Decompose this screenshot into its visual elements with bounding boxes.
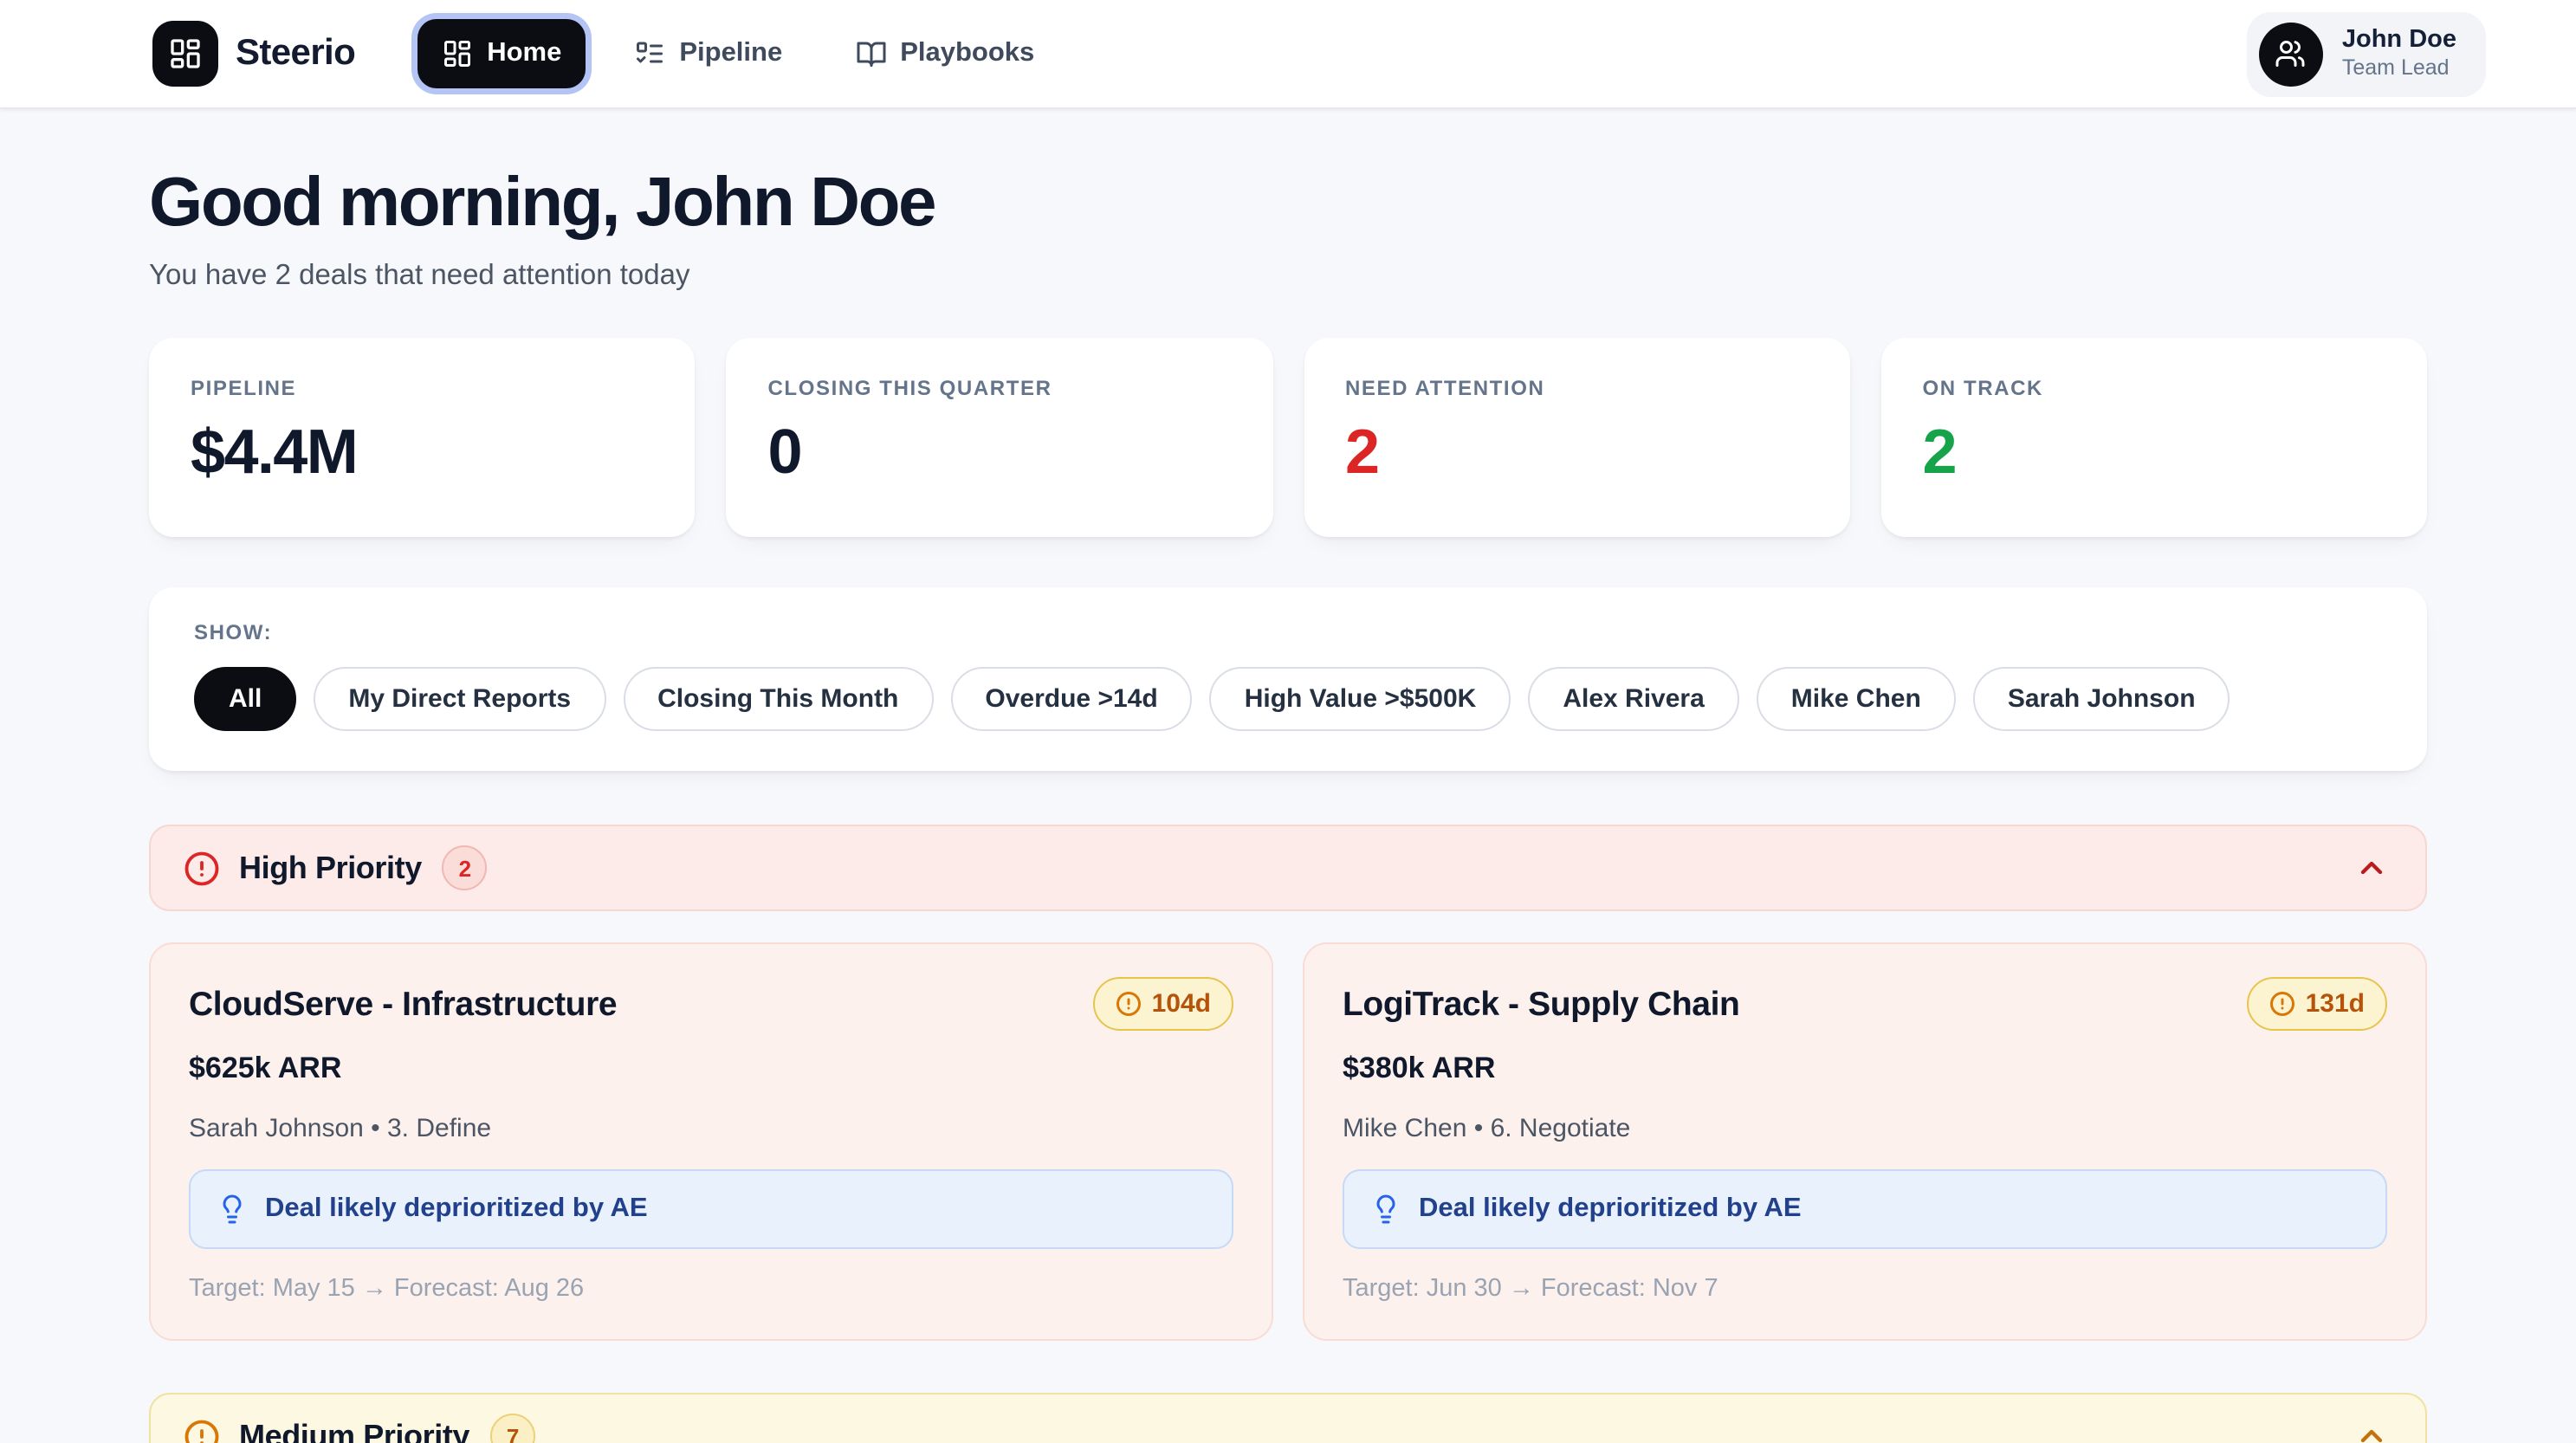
chevron-up-icon xyxy=(2354,1419,2389,1443)
nav-tab-playbooks[interactable]: Playbooks xyxy=(831,19,1058,88)
filter-bar: SHOW: All My Direct Reports Closing This… xyxy=(149,587,2427,771)
book-open-icon xyxy=(855,38,886,69)
insight-text: Deal likely deprioritized by AE xyxy=(265,1194,648,1225)
deal-owner-stage: Mike Chen • 6. Negotiate xyxy=(1343,1114,2387,1143)
deal-owner-stage: Sarah Johnson • 3. Define xyxy=(189,1114,1233,1143)
brand[interactable]: Steerio xyxy=(152,21,355,87)
stat-cards: PIPELINE $4.4M CLOSING THIS QUARTER 0 NE… xyxy=(149,338,2427,537)
deal-age-badge: 104d xyxy=(1093,977,1233,1031)
stat-value: 0 xyxy=(768,416,1232,489)
nav-tab-label: Pipeline xyxy=(679,38,782,69)
filter-pill-closing-this-month[interactable]: Closing This Month xyxy=(623,667,933,731)
alert-circle-icon xyxy=(1116,991,1142,1017)
avatar xyxy=(2259,22,2323,86)
deal-dates: Target: May 15 → Forecast: Aug 26 xyxy=(189,1275,1233,1303)
filter-pill-overdue[interactable]: Overdue >14d xyxy=(950,667,1192,731)
user-meta: John Doe Team Lead xyxy=(2342,24,2456,83)
user-role: Team Lead xyxy=(2342,56,2456,83)
deal-header: LogiTrack - Supply Chain 131d xyxy=(1343,977,2387,1031)
deal-age: 104d xyxy=(1152,989,1211,1019)
stat-value: 2 xyxy=(1345,416,1809,489)
deal-age: 131d xyxy=(2306,989,2365,1019)
dashboard-icon xyxy=(442,38,473,69)
deal-title: CloudServe - Infrastructure xyxy=(189,977,617,1026)
section-title: High Priority xyxy=(239,850,422,886)
nav-left: Steerio Home Pipeline Playbooks xyxy=(152,19,1058,88)
section-title: Medium Priority xyxy=(239,1418,469,1443)
alert-circle-icon xyxy=(2269,991,2295,1017)
dashboard-icon xyxy=(168,36,203,71)
alert-circle-icon xyxy=(184,1418,220,1443)
high-priority-deals: CloudServe - Infrastructure 104d $625k A… xyxy=(149,942,2427,1341)
lightbulb-icon xyxy=(217,1194,248,1225)
filter-pill-alex-rivera[interactable]: Alex Rivera xyxy=(1528,667,1738,731)
stat-card-closing-quarter: CLOSING THIS QUARTER 0 xyxy=(727,338,1273,537)
nav-tab-pipeline[interactable]: Pipeline xyxy=(610,19,806,88)
users-icon xyxy=(2275,38,2307,69)
deal-card-logitrack[interactable]: LogiTrack - Supply Chain 131d $380k ARR … xyxy=(1303,942,2427,1341)
filter-pills: All My Direct Reports Closing This Month… xyxy=(194,667,2382,731)
main-content: Good morning, John Doe You have 2 deals … xyxy=(0,165,2576,1443)
nav-tab-label: Home xyxy=(487,38,561,69)
app-logo xyxy=(152,21,218,87)
list-todo-icon xyxy=(634,38,665,69)
stat-label: NEED ATTENTION xyxy=(1345,376,1809,400)
chevron-up-icon xyxy=(2354,851,2389,885)
stat-label: PIPELINE xyxy=(191,376,654,400)
section-count-badge: 7 xyxy=(490,1414,535,1443)
page-subtitle: You have 2 deals that need attention tod… xyxy=(149,260,2427,293)
stat-label: CLOSING THIS QUARTER xyxy=(768,376,1232,400)
stat-card-on-track: ON TRACK 2 xyxy=(1881,338,2428,537)
brand-name: Steerio xyxy=(236,33,355,74)
nav-tab-label: Playbooks xyxy=(900,38,1034,69)
filter-pill-sarah-johnson[interactable]: Sarah Johnson xyxy=(1973,667,2230,731)
filter-pill-mike-chen[interactable]: Mike Chen xyxy=(1757,667,1956,731)
stat-card-need-attention: NEED ATTENTION 2 xyxy=(1304,338,1850,537)
app-window: Steerio Home Pipeline Playbooks xyxy=(0,0,2576,1443)
medium-priority-banner[interactable]: Medium Priority 7 xyxy=(149,1393,2427,1443)
deal-card-cloudserve[interactable]: CloudServe - Infrastructure 104d $625k A… xyxy=(149,942,1273,1341)
deal-arr: $625k ARR xyxy=(189,1052,1233,1086)
lightbulb-icon xyxy=(1370,1194,1401,1225)
filter-pill-my-direct-reports[interactable]: My Direct Reports xyxy=(314,667,605,731)
stat-value: $4.4M xyxy=(191,416,654,489)
primary-nav: Home Pipeline Playbooks xyxy=(417,19,1058,88)
stat-label: ON TRACK xyxy=(1923,376,2386,400)
filter-pill-all[interactable]: All xyxy=(194,667,296,731)
deal-age-badge: 131d xyxy=(2247,977,2387,1031)
deal-title: LogiTrack - Supply Chain xyxy=(1343,977,1739,1026)
section-count-badge: 2 xyxy=(443,845,488,890)
stat-value: 2 xyxy=(1923,416,2386,489)
deal-insight[interactable]: Deal likely deprioritized by AE xyxy=(1343,1169,2387,1249)
collapse-button[interactable] xyxy=(2351,1415,2392,1443)
collapse-button[interactable] xyxy=(2351,847,2392,889)
top-nav: Steerio Home Pipeline Playbooks xyxy=(0,0,2576,109)
stat-card-pipeline: PIPELINE $4.4M xyxy=(149,338,696,537)
insight-text: Deal likely deprioritized by AE xyxy=(1419,1194,1802,1225)
deal-insight[interactable]: Deal likely deprioritized by AE xyxy=(189,1169,1233,1249)
user-name: John Doe xyxy=(2342,24,2456,55)
alert-circle-icon xyxy=(184,850,220,886)
filter-pill-high-value[interactable]: High Value >$500K xyxy=(1210,667,1511,731)
deal-arr: $380k ARR xyxy=(1343,1052,2387,1086)
nav-tab-home[interactable]: Home xyxy=(417,19,586,88)
deal-dates: Target: Jun 30 → Forecast: Nov 7 xyxy=(1343,1275,2387,1303)
user-menu[interactable]: John Doe Team Lead xyxy=(2247,11,2486,96)
high-priority-banner[interactable]: High Priority 2 xyxy=(149,825,2427,911)
deal-header: CloudServe - Infrastructure 104d xyxy=(189,977,1233,1031)
filter-label: SHOW: xyxy=(194,620,2382,644)
page-title: Good morning, John Doe xyxy=(149,165,2427,243)
